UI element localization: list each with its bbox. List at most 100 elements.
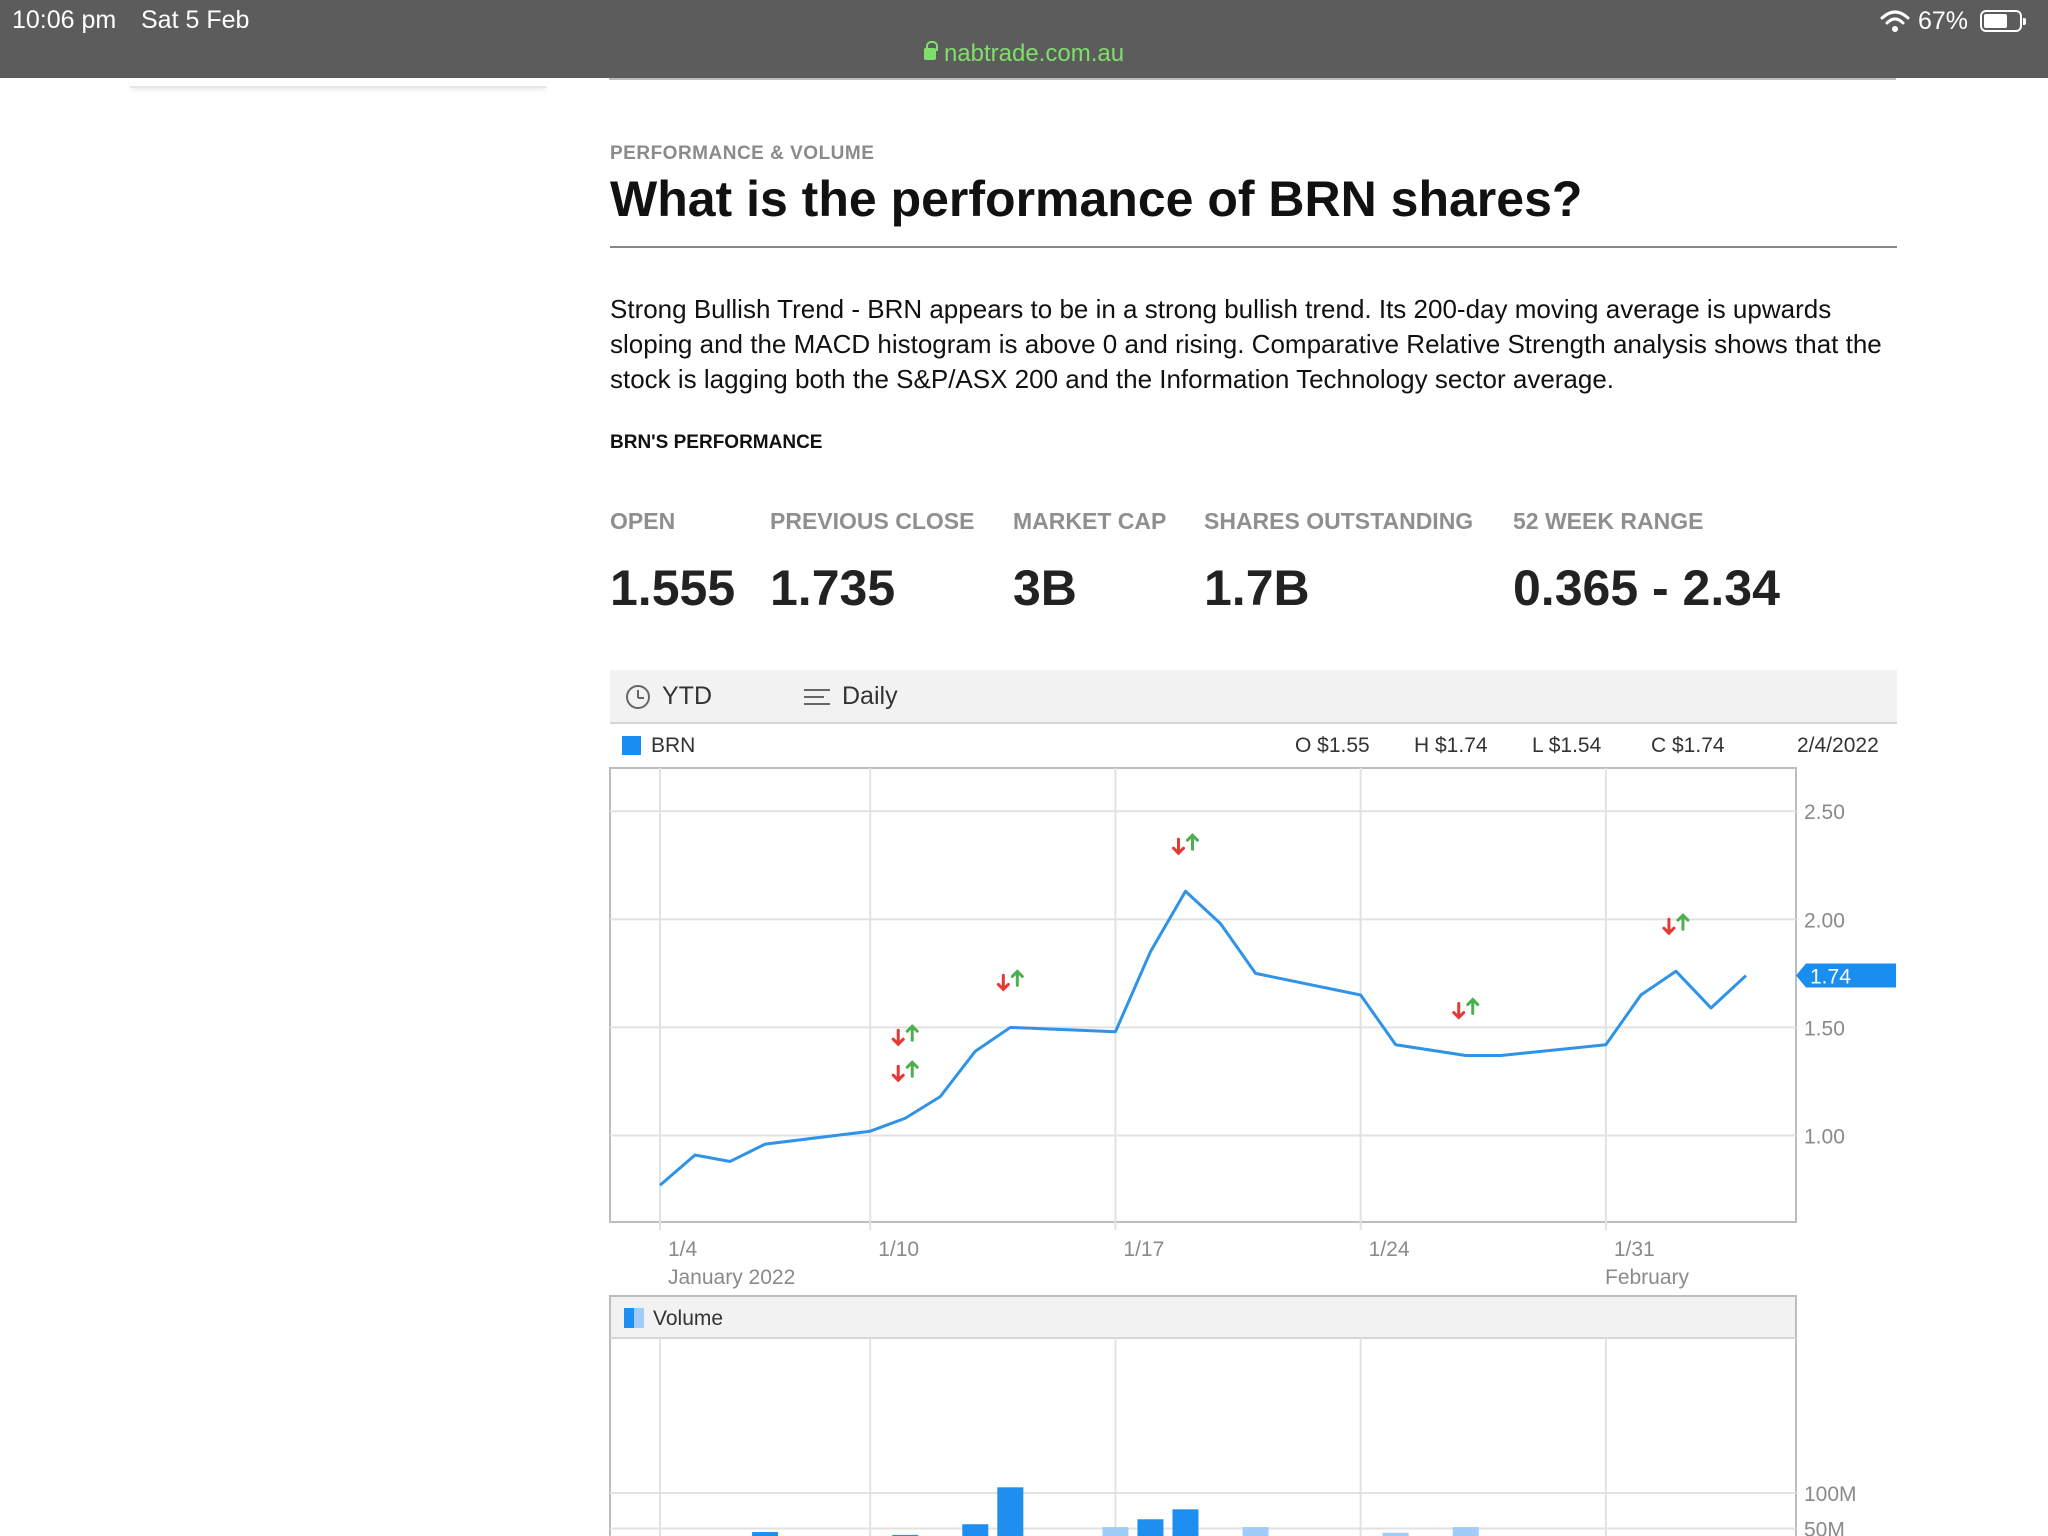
legend-close: C $1.74	[1651, 734, 1725, 757]
down-arrow-icon	[891, 1064, 905, 1083]
volume-y-tick-label: 100M	[1804, 1483, 1857, 1506]
up-arrow-icon	[1676, 913, 1690, 931]
address-url: nabtrade.com.au	[943, 40, 1125, 67]
range-selector[interactable]: YTD	[626, 682, 712, 711]
range-label: YTD	[662, 682, 712, 710]
signal-markers	[891, 833, 1690, 1083]
volume-bars	[752, 1487, 1479, 1536]
signal-marker	[891, 1024, 919, 1047]
stat-value: 1.735	[770, 560, 896, 616]
section-title: What is the performance of BRN shares?	[610, 171, 1583, 227]
stat-value: 0.365 - 2.34	[1513, 560, 1780, 616]
x-tick-label: 1/17	[1123, 1238, 1164, 1261]
volume-bar	[1172, 1509, 1199, 1536]
sidebar-edge	[130, 78, 546, 88]
signal-marker	[996, 969, 1024, 992]
lock-icon	[923, 41, 938, 60]
series-swatch	[622, 736, 641, 755]
x-tick-label: 1/31	[1614, 1238, 1655, 1261]
x-tick-label: 1/10	[878, 1238, 919, 1261]
last-value-tag: 1.74	[1796, 963, 1896, 989]
volume-icon-left	[624, 1308, 634, 1328]
stat-52-week-range: 52 WEEK RANGE 0.365 - 2.34	[1513, 508, 1780, 617]
stat-label: PREVIOUS CLOSE	[770, 508, 975, 534]
down-arrow-icon	[1662, 917, 1676, 936]
volume-bar	[1452, 1527, 1479, 1536]
month-label: February	[1605, 1266, 1690, 1289]
signal-marker	[891, 1060, 919, 1083]
address-bar[interactable]: nabtrade.com.au	[0, 40, 2048, 68]
volume-bar	[1382, 1532, 1409, 1536]
legend-open: O $1.55	[1295, 734, 1370, 757]
stat-value: 3B	[1013, 560, 1077, 616]
interval-lines-icon	[804, 687, 830, 707]
stat-shares-outstanding: SHARES OUTSTANDING 1.7B	[1204, 508, 1473, 617]
stat-label: SHARES OUTSTANDING	[1204, 508, 1474, 534]
down-arrow-icon	[996, 973, 1010, 992]
stat-label: MARKET CAP	[1013, 508, 1167, 534]
up-arrow-icon	[1010, 969, 1024, 987]
x-tick-label: 1/24	[1369, 1238, 1410, 1261]
battery-icon	[1980, 10, 2026, 32]
status-bar: 10:06 pm Sat 5 Feb 67% nabtrade.com.au	[0, 0, 2048, 78]
status-right: 67%	[1880, 6, 2026, 36]
trend-description: Strong Bullish Trend - BRN appears to be…	[610, 294, 1882, 394]
volume-bar	[1137, 1519, 1164, 1536]
y-tick-label: 1.00	[1804, 1126, 1845, 1149]
volume-bar	[892, 1534, 919, 1536]
chart-legend: BRN O $1.55 H $1.74 L $1.54 C $1.74 2/4/…	[610, 730, 1897, 764]
price-line	[659, 889, 1748, 1187]
legend-high: H $1.74	[1414, 734, 1488, 757]
interval-label: Daily	[842, 682, 898, 710]
y-tick-label: 1.50	[1804, 1017, 1845, 1040]
volume-y-tick-label: 50M	[1804, 1519, 1845, 1536]
stat-value: 1.7B	[1204, 560, 1310, 616]
battery-percent: 67%	[1917, 6, 1968, 35]
volume-icon-right	[634, 1308, 644, 1328]
up-arrow-icon	[1185, 833, 1199, 851]
stat-label: 52 WEEK RANGE	[1513, 508, 1704, 534]
up-arrow-icon	[905, 1060, 919, 1078]
volume-bar	[962, 1524, 989, 1536]
clock-icon	[626, 684, 650, 709]
legend-date: 2/4/2022	[1797, 734, 1879, 757]
price-grid	[609, 767, 1797, 1230]
volume-title: Volume	[653, 1307, 723, 1330]
legend-symbol: BRN	[651, 734, 696, 757]
status-date: Sat 5 Feb	[141, 6, 250, 34]
y-tick-label: 2.00	[1804, 909, 1845, 932]
volume-bar	[1102, 1527, 1129, 1536]
volume-panel: Volume 100M 50M	[609, 1295, 1857, 1536]
title-divider	[610, 246, 1897, 248]
stat-open: OPEN 1.555	[610, 508, 735, 617]
price-plot-frame	[609, 767, 1797, 1223]
month-label: January 2022	[668, 1266, 795, 1289]
volume-header	[611, 1297, 1795, 1339]
up-arrow-icon	[905, 1024, 919, 1042]
last-value-label: 1.74	[1810, 966, 1851, 989]
down-arrow-icon	[1171, 837, 1185, 856]
y-tick-label: 2.50	[1804, 801, 1845, 824]
stat-market-cap: MARKET CAP 3B	[1013, 508, 1166, 617]
status-time: 10:06 pm	[12, 6, 117, 34]
price-x-axis: 1/4 1/10 1/17 1/24 1/31 January 2022 February	[668, 1238, 1690, 1289]
last-value-badge	[1796, 963, 1896, 988]
signal-marker	[1662, 913, 1690, 936]
volume-bar	[752, 1532, 779, 1536]
performance-label: BRN'S PERFORMANCE	[610, 432, 823, 453]
chart-toolbar: YTD Daily	[610, 670, 1897, 724]
wifi-icon	[1880, 10, 1910, 32]
down-arrow-icon	[1452, 1002, 1466, 1020]
section-eyebrow: PERFORMANCE & VOLUME	[610, 143, 875, 164]
price-y-axis: 2.50 2.00 1.50 1.00	[1804, 801, 1845, 1148]
stat-previous-close: PREVIOUS CLOSE 1.735	[770, 508, 974, 617]
volume-bar	[1242, 1527, 1269, 1536]
signal-marker	[1452, 997, 1480, 1020]
top-divider	[609, 78, 1896, 80]
volume-bar	[997, 1487, 1024, 1536]
interval-selector[interactable]: Daily	[804, 682, 898, 711]
stat-label: OPEN	[610, 508, 676, 534]
legend-low: L $1.54	[1532, 734, 1602, 757]
stat-value: 1.555	[610, 560, 736, 616]
